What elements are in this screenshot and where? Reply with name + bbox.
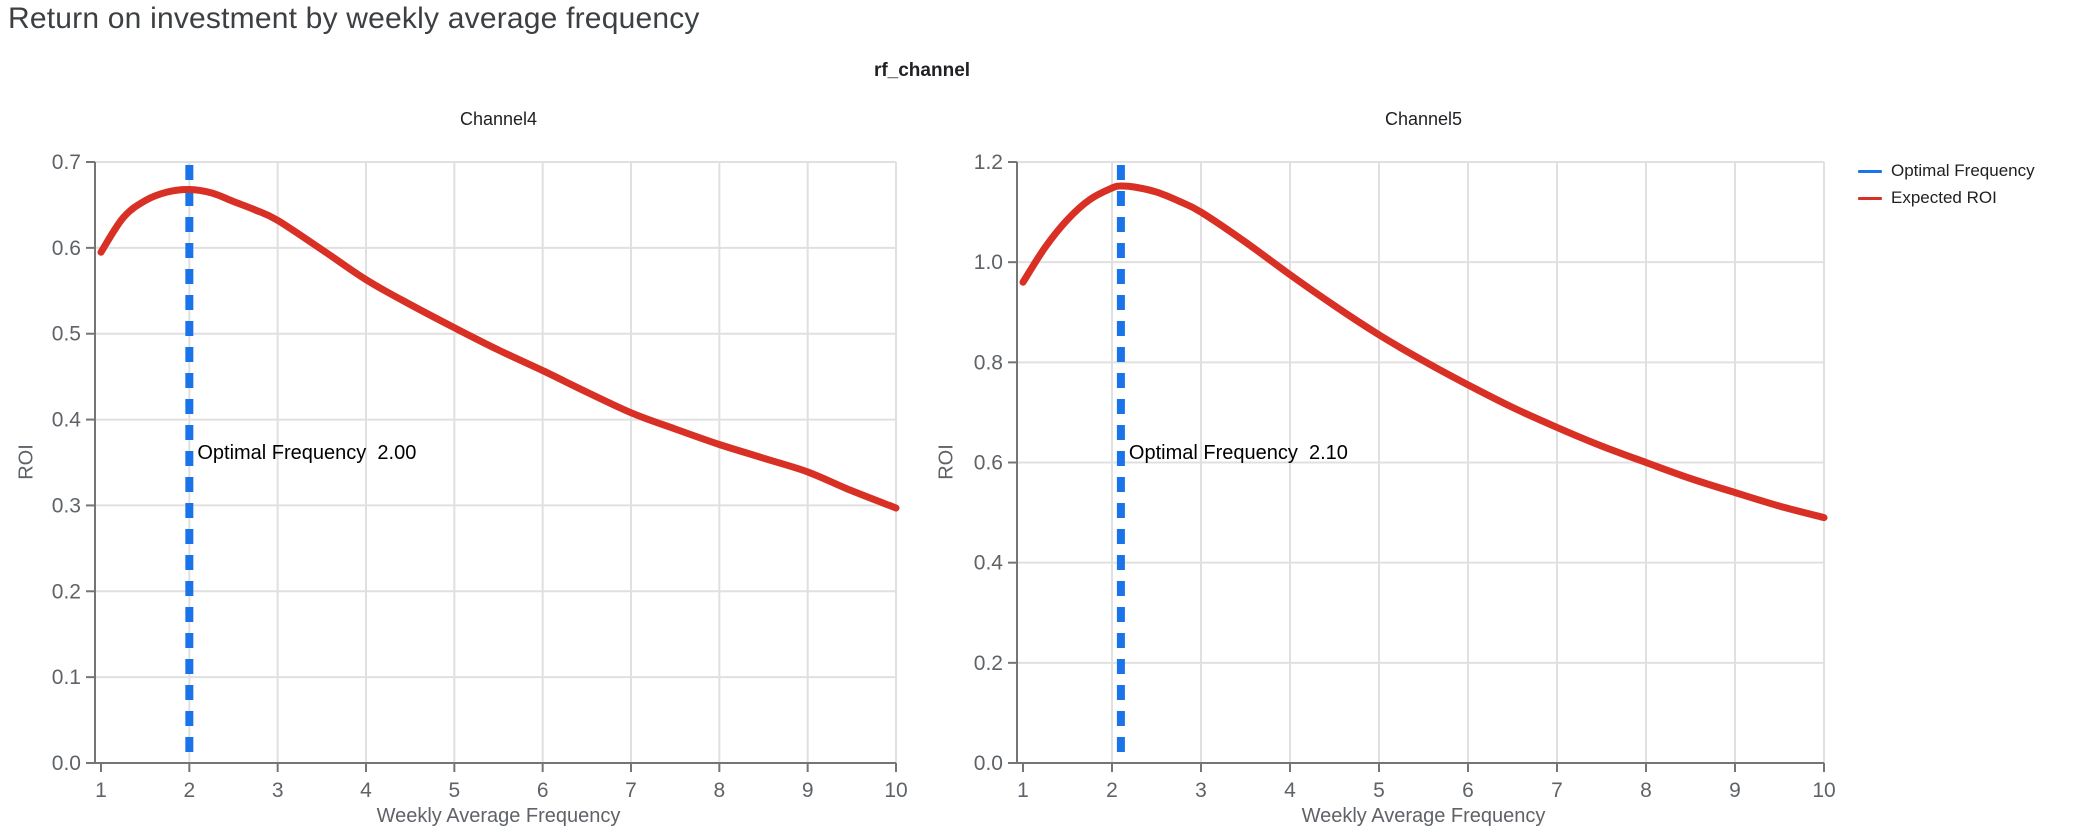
x-tick-label: 1: [1017, 779, 1029, 802]
x-tick-label: 8: [1640, 779, 1652, 802]
y-tick-label: 0.2: [52, 580, 81, 603]
y-axis-label: ROI: [935, 444, 958, 480]
y-tick-label: 0.0: [974, 752, 1003, 775]
x-axis-label: Weekly Average Frequency: [376, 805, 621, 827]
y-tick-label: 0.4: [974, 552, 1004, 575]
x-tick-label: 5: [448, 779, 460, 802]
x-tick-label: 2: [183, 779, 195, 802]
optimal-frequency-annotation: Optimal Frequency 2.00: [197, 442, 417, 464]
y-tick-label: 0.8: [974, 351, 1003, 374]
channel4-plot: 0.0 0.1 0.2 0.3 0.4 0.5 0.6 0.7 1 2 3 4 5 6 7 8 9 10: [52, 151, 908, 802]
y-tick-label: 0.2: [974, 652, 1003, 675]
x-tick-label: 6: [537, 779, 549, 802]
x-axis-label: Weekly Average Frequency: [1301, 805, 1546, 827]
y-tick-label: 0.3: [52, 494, 81, 517]
x-tick-label: 2: [1106, 779, 1118, 802]
legend-label: Expected ROI: [1891, 188, 1997, 207]
x-tick-label: 4: [1284, 779, 1296, 802]
page-title: Return on investment by weekly average f…: [8, 2, 700, 35]
y-tick-label: 1.0: [974, 251, 1003, 274]
y-tick-label: 0.7: [52, 151, 81, 174]
y-axis-label: ROI: [15, 444, 38, 480]
optimal-frequency-annotation: Optimal Frequency 2.10: [1128, 442, 1348, 464]
optimal-frequency-line-swatch: [1858, 169, 1882, 173]
subplot-title: Channel4: [459, 109, 538, 129]
x-tick-label: 7: [1551, 779, 1563, 802]
expected-roi-curve: [97, 185, 900, 512]
figure-title: rf_channel: [873, 60, 971, 81]
x-tick-label: 4: [360, 779, 372, 802]
x-tick-label: 1: [95, 779, 107, 802]
expected-roi-line-swatch: [1858, 196, 1882, 200]
x-tick-label: 3: [1195, 779, 1207, 802]
x-tick-label: 10: [1812, 779, 1835, 802]
x-tick-label: 9: [802, 779, 814, 802]
x-tick-label: 5: [1373, 779, 1385, 802]
x-tick-label: 9: [1729, 779, 1741, 802]
x-tick-label: 7: [625, 779, 637, 802]
subplot-channel5: 0.0 0.2 0.4 0.6 0.8 1.0 1.2 1 2 3 4 5 6 7 8 9 10 Channel…: [920, 100, 1854, 840]
y-tick-label: 0.0: [52, 752, 81, 775]
subplot-title: Channel5: [1384, 109, 1463, 129]
legend: Optimal Frequency Expected ROI: [1858, 161, 2035, 215]
y-tick-label: 0.5: [52, 323, 81, 346]
y-tick-label: 0.4: [52, 409, 82, 432]
x-tick-label: 3: [272, 779, 284, 802]
legend-label: Optimal Frequency: [1891, 161, 2035, 180]
y-tick-label: 0.1: [52, 666, 81, 689]
x-tick-label: 8: [713, 779, 725, 802]
legend-item-expected-roi: Expected ROI: [1858, 188, 2035, 208]
y-tick-label: 0.6: [52, 237, 81, 260]
y-tick-label: 1.2: [974, 151, 1003, 174]
expected-roi-curve: [1019, 182, 1828, 522]
legend-item-optimal-frequency: Optimal Frequency: [1858, 161, 2035, 181]
channel5-plot: 0.0 0.2 0.4 0.6 0.8 1.0 1.2 1 2 3 4 5 6 7 8 9 10: [974, 151, 1836, 802]
x-tick-label: 10: [884, 779, 907, 802]
subplot-channel4: 0.0 0.1 0.2 0.3 0.4 0.5 0.6 0.7 1 2 3 4 5 6 7 8 9 10 Chan…: [0, 100, 930, 840]
y-tick-label: 0.6: [974, 452, 1003, 475]
x-tick-label: 6: [1462, 779, 1474, 802]
